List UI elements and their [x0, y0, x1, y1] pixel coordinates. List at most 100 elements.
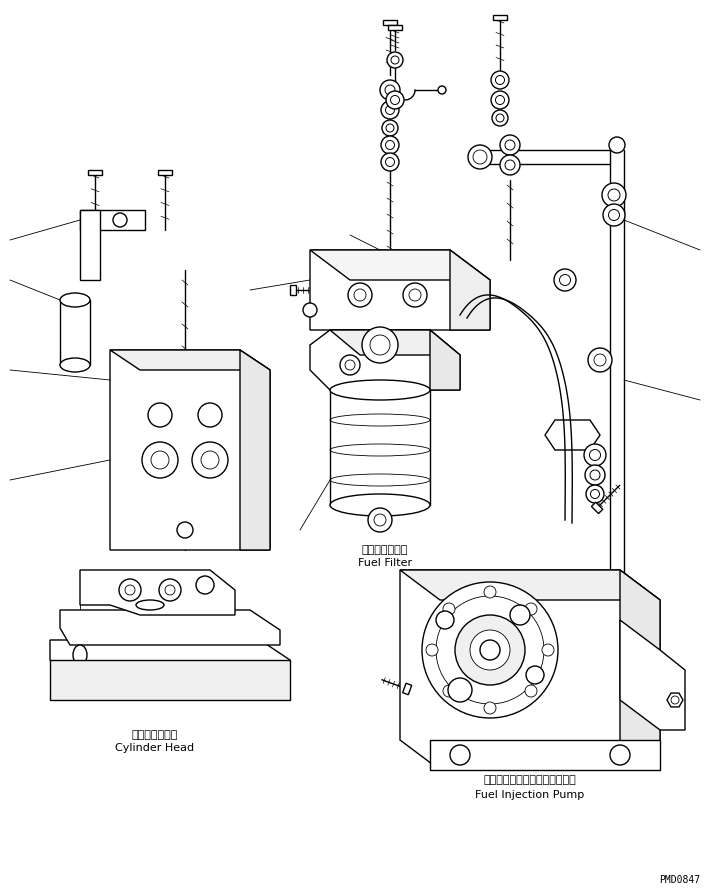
Text: シリンダヘッド: シリンダヘッド [132, 730, 178, 740]
Circle shape [505, 160, 515, 170]
Circle shape [391, 56, 399, 64]
Circle shape [381, 101, 399, 119]
Bar [60, 300, 90, 365]
Circle shape [436, 611, 454, 629]
Polygon shape [110, 350, 270, 550]
Text: Cylinder Head: Cylinder Head [116, 743, 195, 753]
Circle shape [403, 283, 427, 307]
Ellipse shape [60, 293, 90, 307]
Circle shape [142, 442, 178, 478]
Polygon shape [430, 740, 660, 770]
Circle shape [484, 702, 496, 714]
Circle shape [608, 189, 620, 201]
Circle shape [119, 579, 141, 601]
Polygon shape [450, 250, 490, 330]
Circle shape [610, 745, 630, 765]
Circle shape [468, 145, 492, 169]
Polygon shape [388, 25, 402, 30]
Text: PMD0847: PMD0847 [659, 875, 700, 885]
Circle shape [510, 605, 530, 625]
Polygon shape [240, 350, 270, 550]
Circle shape [348, 283, 372, 307]
Polygon shape [88, 170, 102, 175]
Polygon shape [667, 693, 683, 707]
Polygon shape [400, 570, 660, 770]
Polygon shape [403, 683, 411, 695]
Circle shape [340, 355, 360, 375]
Polygon shape [592, 503, 602, 513]
Polygon shape [383, 20, 397, 25]
Circle shape [443, 603, 455, 615]
Circle shape [386, 105, 394, 115]
Polygon shape [620, 570, 660, 770]
Polygon shape [620, 620, 685, 730]
Ellipse shape [60, 358, 90, 372]
Circle shape [381, 136, 399, 154]
Circle shape [603, 204, 625, 226]
Circle shape [374, 514, 386, 526]
Circle shape [201, 451, 219, 469]
Circle shape [177, 522, 193, 538]
Circle shape [151, 451, 169, 469]
Circle shape [608, 209, 620, 220]
Circle shape [443, 685, 455, 697]
Circle shape [470, 630, 510, 670]
Circle shape [354, 289, 366, 301]
Polygon shape [310, 250, 490, 280]
Circle shape [492, 110, 508, 126]
Circle shape [496, 114, 504, 122]
Polygon shape [545, 420, 600, 450]
Polygon shape [80, 210, 145, 230]
Circle shape [426, 644, 438, 656]
Circle shape [526, 666, 544, 684]
Ellipse shape [330, 494, 430, 516]
Circle shape [345, 360, 355, 370]
Polygon shape [493, 15, 507, 20]
Circle shape [525, 603, 537, 615]
Circle shape [113, 213, 127, 227]
Circle shape [387, 52, 403, 68]
Polygon shape [110, 350, 270, 370]
Circle shape [386, 141, 394, 150]
Circle shape [159, 579, 181, 601]
Polygon shape [50, 640, 290, 680]
Circle shape [496, 76, 505, 85]
Circle shape [594, 354, 606, 366]
Circle shape [590, 489, 600, 498]
Polygon shape [430, 330, 460, 390]
Ellipse shape [330, 380, 430, 400]
Circle shape [148, 403, 172, 427]
Ellipse shape [136, 600, 164, 610]
Circle shape [602, 183, 626, 207]
Circle shape [491, 71, 509, 89]
Circle shape [450, 745, 470, 765]
Circle shape [436, 596, 544, 704]
Ellipse shape [73, 645, 87, 665]
Circle shape [391, 95, 399, 104]
Circle shape [473, 150, 487, 164]
Text: Fuel Filter: Fuel Filter [358, 558, 412, 568]
Circle shape [385, 85, 395, 95]
Polygon shape [400, 570, 660, 600]
Circle shape [381, 153, 399, 171]
Bar [330, 390, 430, 505]
Polygon shape [60, 610, 280, 645]
Circle shape [554, 269, 576, 291]
Circle shape [422, 582, 558, 718]
Polygon shape [290, 285, 296, 295]
Circle shape [484, 586, 496, 598]
Polygon shape [310, 330, 460, 390]
Circle shape [505, 140, 515, 150]
Circle shape [303, 303, 317, 317]
Circle shape [438, 86, 446, 94]
Circle shape [370, 335, 390, 355]
Text: Fuel Injection Pump: Fuel Injection Pump [476, 790, 585, 800]
Circle shape [368, 508, 392, 532]
Circle shape [165, 585, 175, 595]
Circle shape [560, 274, 570, 285]
Circle shape [192, 442, 228, 478]
Polygon shape [50, 660, 290, 700]
Circle shape [500, 135, 520, 155]
Polygon shape [158, 170, 172, 175]
Circle shape [380, 80, 400, 100]
